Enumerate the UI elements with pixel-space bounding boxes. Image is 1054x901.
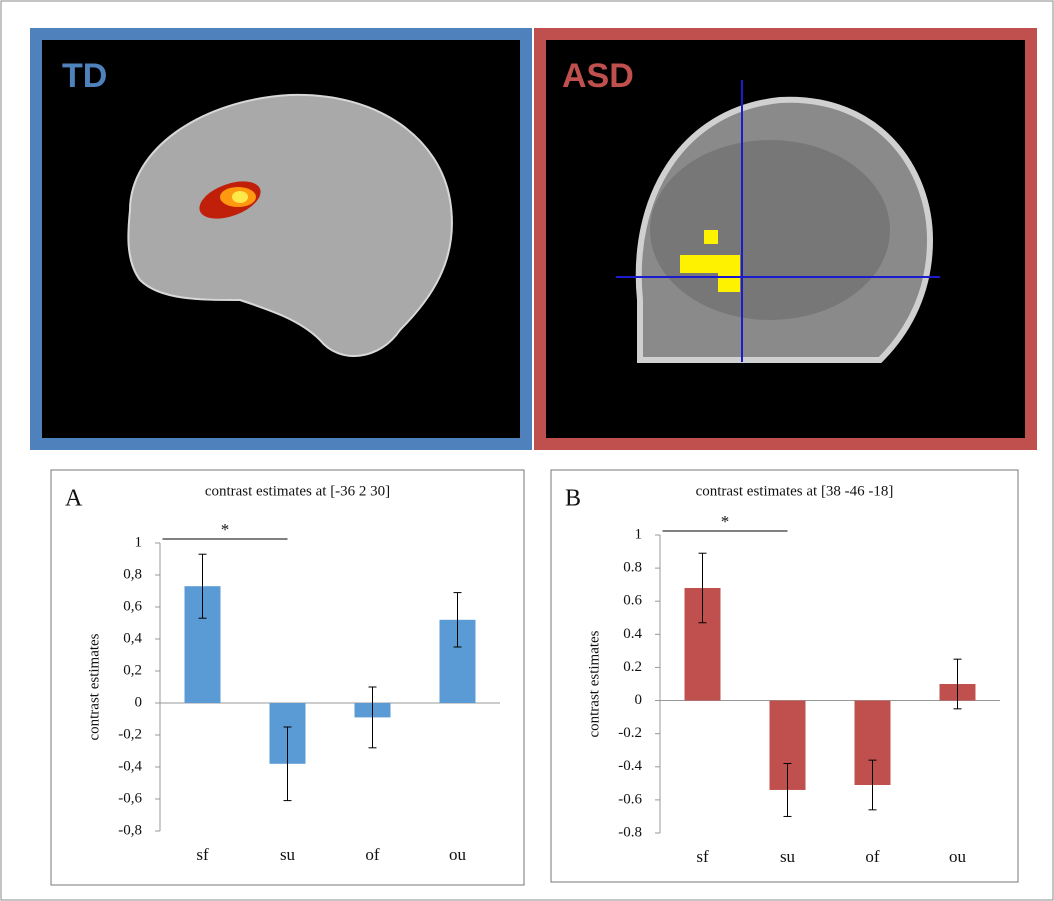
y-tick-label: 0.6 [623, 593, 642, 609]
y-tick-label: 0,8 [123, 566, 142, 582]
image-label: ASD [562, 57, 634, 95]
y-tick-label: -0.4 [618, 758, 642, 774]
chart-title: contrast estimates at [38 -46 -18] [696, 483, 894, 499]
y-tick-label: -0.2 [618, 725, 642, 741]
error-bar [698, 552, 707, 624]
y-tick-label: -0,6 [118, 790, 142, 806]
y-tick-label: 0 [635, 692, 643, 708]
significance-marker: * [221, 520, 230, 539]
chart-box [550, 469, 1019, 883]
y-axis-label: contrast estimates [586, 630, 602, 737]
chart-title: contrast estimates at [-36 2 30] [205, 483, 390, 499]
brain-slice [616, 80, 940, 363]
y-tick-label: -0.8 [618, 824, 642, 840]
image-label: TD [62, 57, 107, 95]
y-tick-label: -0,2 [118, 726, 142, 742]
panel-label: B [565, 486, 581, 512]
y-tick-label: 1 [135, 534, 143, 550]
error-bar [283, 726, 292, 802]
y-tick-label: 0,2 [123, 662, 142, 678]
error-bar [198, 553, 207, 619]
x-tick-label: sf [696, 847, 709, 866]
y-tick-label: 0 [135, 694, 143, 710]
x-tick-label: of [865, 847, 880, 866]
y-tick-label: 0,4 [123, 630, 142, 646]
y-tick-label: -0,4 [118, 758, 142, 774]
y-tick-label: 0.4 [623, 626, 642, 642]
error-bar [868, 759, 877, 811]
x-tick-label: ou [949, 847, 967, 866]
y-tick-label: 0.8 [623, 560, 642, 576]
x-tick-label: sf [196, 845, 209, 864]
error-bar [453, 592, 462, 648]
brain-surface [127, 93, 453, 357]
error-bar [953, 658, 962, 710]
error-bar [368, 686, 377, 749]
panel-label: A [65, 486, 83, 512]
x-tick-label: su [280, 845, 296, 864]
y-tick-label: 1 [635, 526, 643, 542]
x-tick-label: of [365, 845, 380, 864]
x-tick-label: ou [449, 845, 467, 864]
x-tick-label: su [780, 847, 796, 866]
y-axis-label: contrast estimates [86, 633, 102, 740]
significance-marker: * [721, 512, 730, 531]
y-tick-label: 0.2 [623, 659, 642, 675]
error-bar [783, 762, 792, 817]
y-tick-label: 0,6 [123, 598, 142, 614]
y-tick-label: -0.6 [618, 791, 642, 807]
y-tick-label: -0,8 [118, 822, 142, 838]
